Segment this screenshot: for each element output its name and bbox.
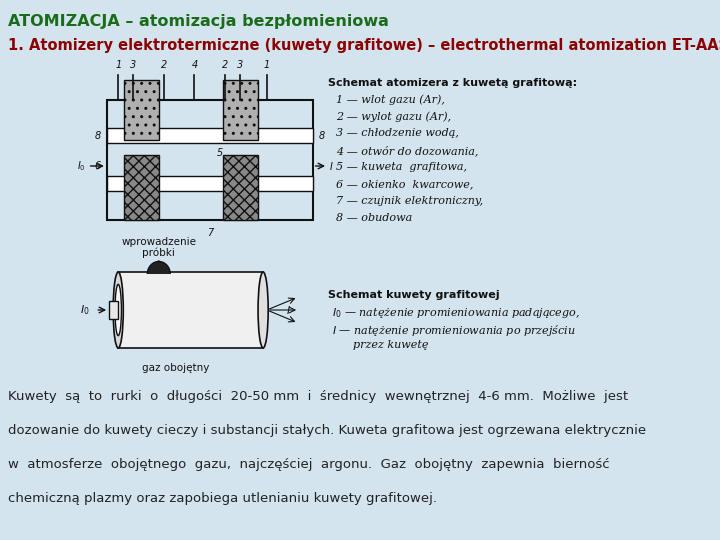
Bar [118, 272, 263, 348]
Bar [143, 274, 174, 289]
Text: wprowadzenie: wprowadzenie [121, 237, 197, 247]
Bar [125, 155, 158, 220]
Bar [107, 176, 312, 191]
Text: w  atmosferze  obojętnego  gazu,  najczęściej  argonu.  Gaz  obojętny  zapewnia : w atmosferze obojętnego gazu, najczęście… [8, 458, 609, 471]
Text: dozowanie do kuwety cieczy i substancji stałych. Kuweta grafitowa jest ogrzewana: dozowanie do kuwety cieczy i substancji … [8, 424, 646, 437]
Text: 3: 3 [130, 60, 137, 70]
Text: $I$ — natężenie promieniowania po przejściu: $I$ — natężenie promieniowania po przejś… [332, 323, 575, 338]
Text: 3: 3 [237, 60, 243, 70]
Text: $I_0$: $I_0$ [76, 159, 86, 173]
Text: 3 — chłodzenie wodą,: 3 — chłodzenie wodą, [336, 128, 459, 138]
Bar [223, 80, 258, 140]
Text: 7: 7 [207, 228, 213, 238]
Text: chemiczną plazmy oraz zapobiega utlenianiu kuwety grafitowej.: chemiczną plazmy oraz zapobiega utlenian… [8, 492, 436, 505]
Text: 4 — otwór do dozowania,: 4 — otwór do dozowania, [336, 145, 478, 156]
Text: 2: 2 [222, 60, 228, 70]
Text: gaz obojętny: gaz obojętny [143, 363, 210, 373]
Text: Schemat kuwety grafitowej: Schemat kuwety grafitowej [328, 290, 500, 300]
Text: $I$: $I$ [286, 304, 291, 316]
Text: Schemat atomizera z kuwetą grafitową:: Schemat atomizera z kuwetą grafitową: [328, 78, 577, 88]
Text: ATOMIZACJA – atomizacja bezpłomieniowa: ATOMIZACJA – atomizacja bezpłomieniowa [8, 14, 389, 29]
Text: $I_0$: $I_0$ [81, 303, 90, 317]
Bar [107, 100, 312, 220]
Ellipse shape [115, 285, 122, 336]
Text: 2 — wylot gazu (Ar),: 2 — wylot gazu (Ar), [336, 111, 451, 122]
Bar [107, 128, 312, 143]
Text: 4: 4 [248, 113, 254, 123]
Text: 7 — czujnik elektroniczny,: 7 — czujnik elektroniczny, [336, 196, 482, 206]
Bar [109, 301, 118, 319]
Text: 8: 8 [94, 131, 101, 141]
Text: 1: 1 [115, 60, 122, 70]
Text: 5 — kuweta  grafitowa,: 5 — kuweta grafitowa, [336, 162, 467, 172]
Text: 5: 5 [217, 148, 223, 158]
Text: 6 — okienko  kwarcowe,: 6 — okienko kwarcowe, [336, 179, 473, 189]
Text: $I_0$ — natężenie promieniowania padającego,: $I_0$ — natężenie promieniowania padając… [332, 306, 580, 320]
Text: 8 — obudowa: 8 — obudowa [336, 213, 412, 223]
Text: 2: 2 [161, 60, 167, 70]
Text: 1: 1 [264, 60, 270, 70]
Ellipse shape [258, 272, 268, 348]
Text: 4: 4 [192, 60, 197, 70]
Text: 8: 8 [319, 131, 325, 141]
Bar [223, 155, 258, 220]
Ellipse shape [113, 272, 123, 348]
Text: $I$: $I$ [330, 160, 334, 172]
Text: Kuwety  są  to  rurki  o  długości  20-50 mm  i  średnicy  wewnętrznej  4-6 mm. : Kuwety są to rurki o długości 20-50 mm i… [8, 390, 628, 403]
Ellipse shape [148, 261, 170, 287]
Text: próbki: próbki [143, 247, 175, 258]
Text: 6: 6 [94, 161, 101, 171]
Bar [125, 80, 158, 140]
Text: przez kuwetę: przez kuwetę [332, 340, 428, 350]
Text: 1. Atomizery elektrotermiczne (kuwety grafitowe) – electrothermal atomization ET: 1. Atomizery elektrotermiczne (kuwety gr… [8, 38, 720, 53]
Text: 1 — wlot gazu (Ar),: 1 — wlot gazu (Ar), [336, 94, 444, 105]
